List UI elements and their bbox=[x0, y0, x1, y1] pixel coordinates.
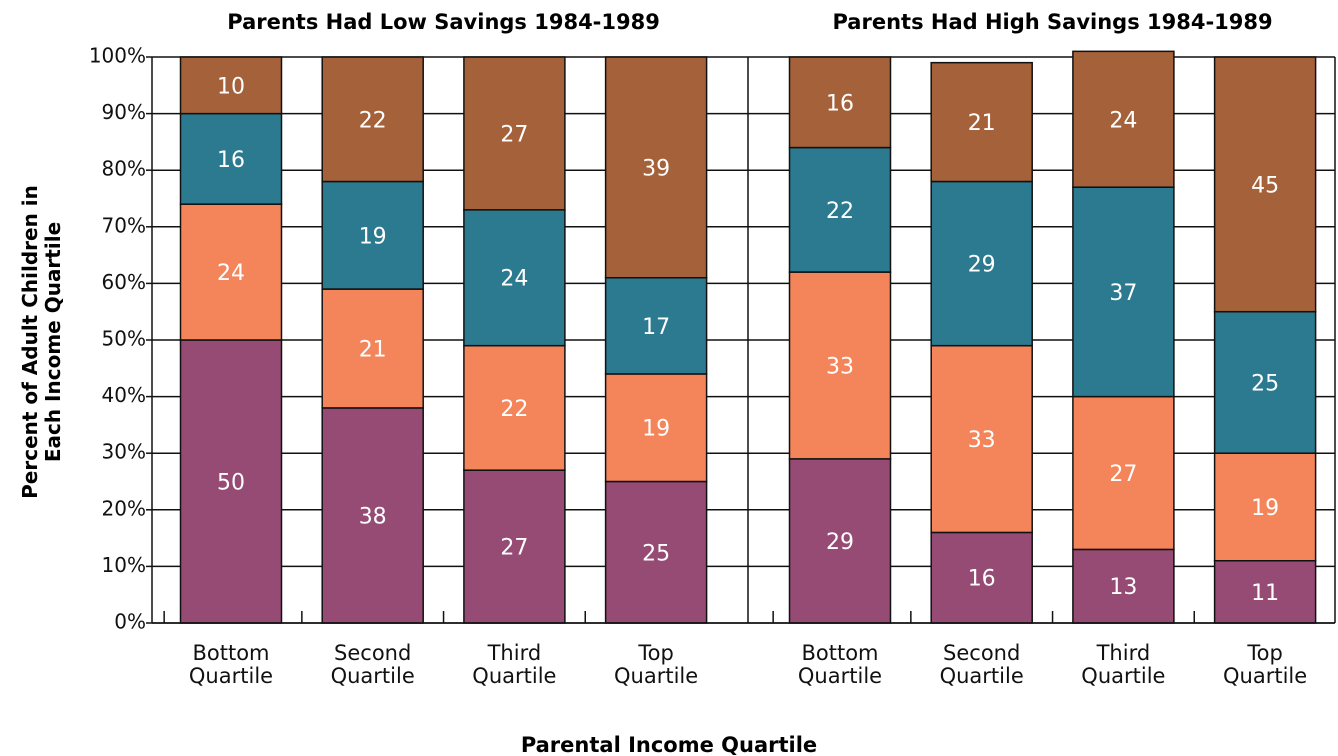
data-label: 39 bbox=[642, 156, 670, 181]
y-tick-label: 50% bbox=[102, 327, 146, 351]
bar-segment bbox=[463, 56, 566, 211]
bar-segment bbox=[321, 180, 424, 290]
data-label: 16 bbox=[217, 148, 245, 173]
bar-segment bbox=[179, 56, 283, 115]
data-label: 33 bbox=[826, 354, 854, 379]
bar-segment bbox=[1072, 395, 1175, 551]
data-label: 45 bbox=[1251, 173, 1279, 198]
x-tick-label: Second Quartile bbox=[939, 641, 1024, 688]
bar-segment bbox=[788, 146, 892, 273]
bar-segment bbox=[930, 344, 1033, 534]
x-tick-label: Third Quartile bbox=[472, 641, 557, 688]
bar-segment bbox=[788, 271, 892, 460]
data-label: 25 bbox=[642, 541, 670, 566]
y-tick-label: 90% bbox=[102, 100, 146, 124]
data-label: 38 bbox=[359, 504, 387, 529]
y-tick-label: 100% bbox=[89, 44, 146, 68]
bar-segment bbox=[930, 61, 1033, 183]
panel-title: Parents Had Low Savings 1984-1989 bbox=[227, 10, 660, 34]
data-label: 11 bbox=[1251, 581, 1279, 606]
y-tick-label: 30% bbox=[102, 440, 146, 464]
bar-segment bbox=[1072, 548, 1175, 624]
x-tick-label: Bottom Quartile bbox=[188, 641, 274, 688]
bar-segment bbox=[604, 276, 708, 375]
data-label: 17 bbox=[642, 315, 670, 340]
data-label: 37 bbox=[1109, 281, 1137, 306]
x-tick-label: Top Quartile bbox=[614, 641, 699, 688]
y-tick-label: 60% bbox=[102, 270, 146, 294]
bar-segment bbox=[463, 209, 566, 347]
y-tick-label: 0% bbox=[114, 610, 146, 634]
bar-segment bbox=[604, 56, 708, 279]
data-label: 22 bbox=[359, 108, 387, 133]
data-label: 25 bbox=[1251, 371, 1279, 396]
data-label: 19 bbox=[1251, 496, 1279, 521]
data-label: 19 bbox=[642, 417, 670, 442]
data-label: 29 bbox=[968, 253, 996, 278]
panel-title: Parents Had High Savings 1984-1989 bbox=[832, 10, 1273, 34]
x-tick-label: Second Quartile bbox=[330, 641, 415, 688]
data-label: 24 bbox=[1109, 108, 1137, 133]
data-label: 22 bbox=[826, 199, 854, 224]
y-tick-label: 10% bbox=[102, 553, 146, 577]
bar-segment bbox=[1213, 56, 1317, 313]
bar-segment bbox=[463, 344, 566, 471]
data-label: 27 bbox=[1109, 462, 1137, 487]
y-tick-label: 40% bbox=[102, 383, 146, 407]
y-tick-label: 70% bbox=[102, 213, 146, 237]
data-label: 50 bbox=[217, 471, 245, 496]
data-label: 24 bbox=[500, 267, 528, 292]
data-label: 29 bbox=[826, 530, 854, 555]
data-label: 22 bbox=[500, 397, 528, 422]
bar-segment bbox=[604, 480, 708, 624]
bar-segment bbox=[788, 458, 892, 624]
bar-segment bbox=[321, 407, 424, 624]
bar-segment bbox=[179, 339, 283, 624]
data-label: 19 bbox=[359, 224, 387, 249]
bar-segment bbox=[788, 56, 892, 149]
y-tick-label: 80% bbox=[102, 157, 146, 181]
bar-segment bbox=[321, 288, 424, 409]
data-label: 10 bbox=[217, 74, 245, 99]
data-label: 27 bbox=[500, 536, 528, 561]
x-tick-label: Third Quartile bbox=[1081, 641, 1166, 688]
data-label: 21 bbox=[968, 111, 996, 136]
bar-segment bbox=[930, 180, 1033, 347]
x-tick-label: Bottom Quartile bbox=[797, 641, 883, 688]
bar-segment bbox=[1213, 559, 1317, 624]
bar-segment bbox=[321, 56, 424, 183]
bar-segment bbox=[1213, 452, 1317, 562]
bar-segment bbox=[179, 112, 283, 205]
y-tick-label: 20% bbox=[102, 496, 146, 520]
data-label: 13 bbox=[1109, 575, 1137, 600]
y-axis-label: Percent of Adult Children in Each Income… bbox=[18, 185, 65, 499]
x-tick-label: Top Quartile bbox=[1223, 641, 1308, 688]
data-label: 27 bbox=[500, 122, 528, 147]
data-label: 33 bbox=[968, 428, 996, 453]
data-label: 24 bbox=[217, 261, 245, 286]
bar-segment bbox=[604, 373, 708, 483]
x-axis-label: Parental Income Quartile bbox=[520, 733, 818, 756]
data-label: 21 bbox=[359, 337, 387, 362]
data-label: 16 bbox=[826, 91, 854, 116]
bar-segment bbox=[1072, 186, 1175, 398]
data-label: 16 bbox=[968, 567, 996, 592]
bar-segment bbox=[1072, 50, 1175, 188]
